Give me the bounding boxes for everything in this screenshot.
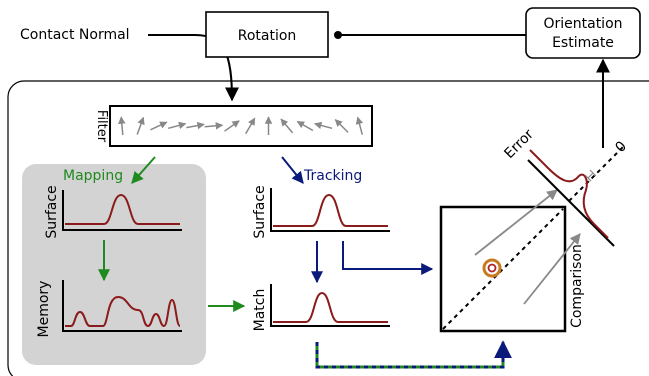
filter-vector-arrow xyxy=(355,116,364,135)
memory-panel xyxy=(22,164,206,365)
filter-vector-arrow xyxy=(313,121,333,130)
surface-plot-mid: Surface xyxy=(252,185,390,239)
rotation-box xyxy=(205,11,329,58)
filter-label: Filter xyxy=(94,110,109,143)
filter-vector-arrow xyxy=(224,120,240,132)
surface-mid-label: Surface xyxy=(252,185,268,238)
filter-vector-arrow xyxy=(168,121,187,130)
surface-to-comparison-arrow xyxy=(342,241,434,275)
filter-vector-arrow xyxy=(204,122,224,130)
mapping-arrow xyxy=(131,156,156,184)
error-zero-axis xyxy=(568,145,625,202)
match-label: Match xyxy=(252,289,268,332)
orientation-estimate-label-line2: Estimate xyxy=(552,35,614,51)
filter-vector-arrow xyxy=(150,121,168,131)
peak-ring-outer xyxy=(482,258,502,278)
orientation-estimate-label-line1: Orientation xyxy=(543,16,622,32)
system-boundary xyxy=(7,80,649,376)
tracking-label: Tracking xyxy=(303,168,362,184)
surface-left-curve xyxy=(65,193,180,225)
filter-direction-arrows xyxy=(118,116,364,136)
surface-mid-axes xyxy=(270,188,390,232)
filter-vector-arrow xyxy=(136,116,145,135)
match-to-comparison-green-dash xyxy=(315,342,505,369)
comparison-matrix: Comparison xyxy=(439,189,585,333)
error-axis xyxy=(527,159,615,247)
mapping-label: Mapping xyxy=(63,168,123,184)
tracking-arrow xyxy=(281,156,304,184)
filter-vector-arrow xyxy=(245,117,256,135)
match-axes xyxy=(270,284,390,327)
memory-label: Memory xyxy=(36,281,52,338)
offset-arrow-lower xyxy=(523,233,581,305)
filter-vector-arrow xyxy=(280,118,294,134)
surface-left-label: Surface xyxy=(44,185,60,238)
error-zero-label: 0 xyxy=(612,138,630,156)
filter-vector-arrow xyxy=(296,120,314,132)
surface-left-axes xyxy=(62,190,182,231)
error-curve xyxy=(529,149,609,239)
offset-arrow-upper xyxy=(474,189,558,256)
filter-box xyxy=(109,105,373,147)
memory-axes xyxy=(62,280,182,332)
match-plot: Match xyxy=(252,284,390,331)
surface-mid-curve xyxy=(273,193,388,227)
match-to-comparison-arrow xyxy=(315,340,512,369)
filter-vector-arrow xyxy=(334,119,349,133)
memory-plot: Memory xyxy=(36,280,182,337)
contact-normal-label: Contact Normal xyxy=(20,27,130,43)
error-label: Error xyxy=(501,126,537,162)
comparison-label: Comparison xyxy=(569,244,585,328)
match-curve xyxy=(273,291,388,323)
orientation-estimate-box xyxy=(525,7,641,59)
error-offset-bracket xyxy=(584,169,597,182)
memory-curve xyxy=(65,295,181,328)
peak-ring-inner xyxy=(487,263,497,273)
filter-vector-arrow xyxy=(186,121,205,130)
filter-vector-arrow xyxy=(118,116,126,136)
surface-plot-left: Surface xyxy=(44,185,182,239)
rotation-input-dot xyxy=(334,31,342,39)
rotation-label: Rotation xyxy=(238,28,297,44)
